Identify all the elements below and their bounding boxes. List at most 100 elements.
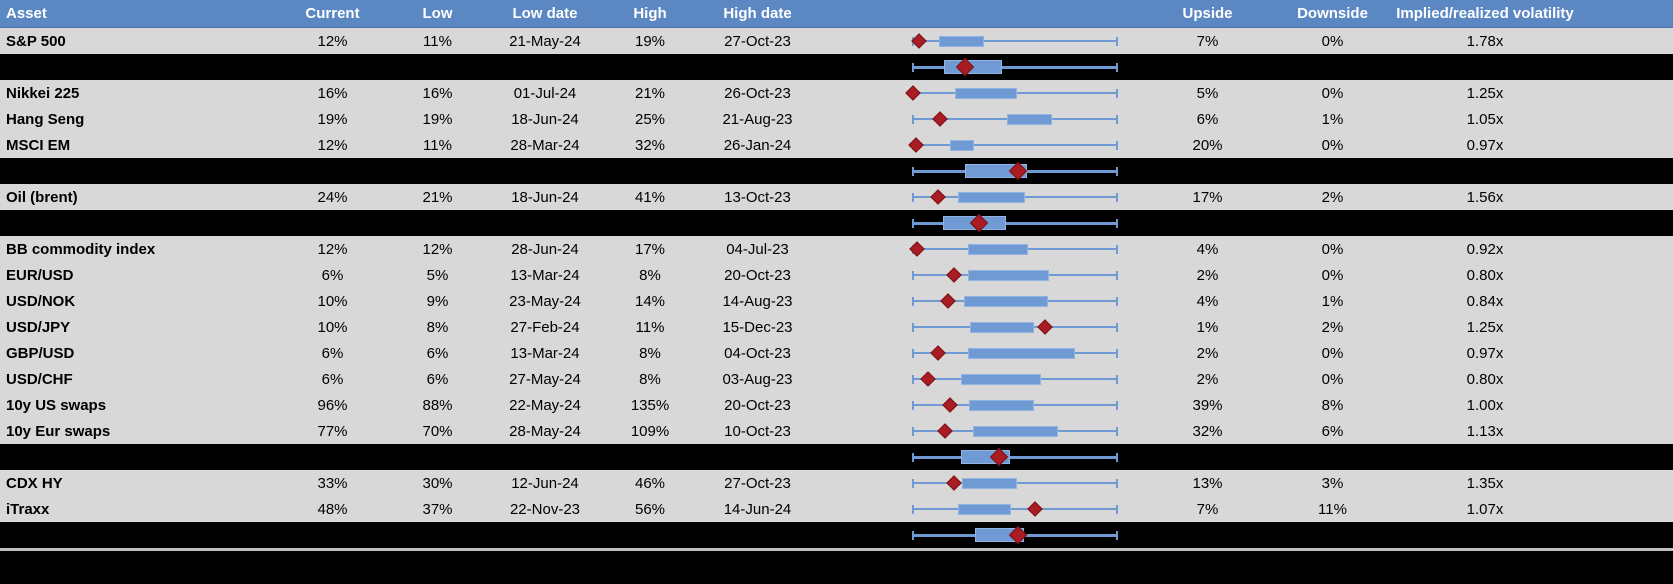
asset-cell: USD/JPY	[6, 318, 71, 336]
implied-realized-cell: 0.92x	[1466, 240, 1504, 258]
whisker-line	[913, 144, 1118, 146]
table-row: USD/JPY 10% 8% 27-Feb-24 11% 15-Dec-23 1% 2% 1.2…	[0, 314, 1673, 340]
boxplot-cell	[815, 470, 1140, 496]
low-date-cell	[490, 54, 600, 80]
high-date-cell: 04-Oct-23	[724, 344, 791, 362]
range-box	[967, 269, 1050, 281]
current-cell: 6%	[321, 344, 344, 362]
column-header-downside: Downside	[1297, 5, 1368, 22]
low-date-cell	[490, 158, 600, 184]
asset-cell: USD/NOK	[6, 292, 76, 310]
column-header-filler	[1580, 0, 1673, 27]
low-date-cell	[490, 444, 600, 470]
implied-realized-cell	[1390, 444, 1580, 470]
range-box	[961, 373, 1041, 385]
current-cell	[280, 158, 385, 184]
downside-cell	[1275, 444, 1390, 470]
boxplot-cell	[815, 184, 1140, 210]
table-row: MSCI EM 12% 11% 28-Mar-24 32% 26-Jan-24 20% 0% 0…	[0, 132, 1673, 158]
low-cell: 30%	[422, 474, 453, 492]
current-diamond-marker	[908, 137, 924, 153]
asset-cell	[0, 210, 280, 236]
table-row: BB commodity index 12% 12% 28-Jun-24 17% 04-J…	[0, 236, 1673, 262]
table-row: 10y Eur swaps 77% 70% 28-May-24 109% 10-Oct-2…	[0, 418, 1673, 444]
implied-realized-cell: 0.97x	[1466, 136, 1504, 154]
current-diamond-marker	[1036, 319, 1053, 335]
high-date-cell: 14-Aug-23	[722, 292, 793, 310]
downside-cell	[1275, 210, 1390, 236]
whisker-tick-left	[912, 296, 915, 306]
whisker-tick-left	[912, 400, 915, 410]
current-diamond-marker	[940, 293, 957, 309]
low-cell: 16%	[422, 84, 453, 102]
whisker-tick-right	[1116, 140, 1119, 150]
upside-cell: 2%	[1196, 266, 1219, 284]
current-cell: 77%	[317, 422, 348, 440]
range-box	[970, 321, 1035, 333]
boxplot-strip	[912, 314, 1119, 340]
current-diamond-marker	[946, 267, 963, 283]
implied-realized-cell: 1.35x	[1466, 474, 1504, 492]
low-date-cell	[490, 210, 600, 236]
whisker-tick-right	[1116, 426, 1119, 436]
asset-cell: MSCI EM	[6, 136, 71, 154]
high-date-cell	[700, 54, 815, 80]
whisker-tick-left	[912, 166, 915, 176]
boxplot-strip	[912, 262, 1119, 288]
high-date-cell	[700, 522, 815, 548]
implied-realized-cell: 1.05x	[1466, 110, 1504, 128]
upside-cell: 5%	[1196, 84, 1219, 102]
implied-realized-cell	[1390, 158, 1580, 184]
filler-cell	[1580, 418, 1673, 444]
table-row: GBP/USD 6% 6% 13-Mar-24 8% 04-Oct-23 2% 0% 0.97x	[0, 340, 1673, 366]
asset-cell: Nikkei 225	[6, 84, 80, 102]
boxplot-strip	[912, 366, 1119, 392]
table-row: Hang Seng 19% 19% 18-Jun-24 25% 21-Aug-23 6% 1%…	[0, 106, 1673, 132]
high-date-cell: 13-Oct-23	[724, 188, 791, 206]
boxplot-cell	[815, 236, 1140, 262]
filler-cell	[1580, 262, 1673, 288]
whisker-tick-left	[912, 218, 915, 228]
column-header-high: High	[633, 5, 667, 22]
low-date-cell: 21-May-24	[509, 32, 581, 50]
low-date-cell: 27-May-24	[509, 370, 581, 388]
whisker-tick-left	[912, 348, 915, 358]
upside-cell: 1%	[1196, 318, 1219, 336]
table-row: Nikkei 225 16% 16% 01-Jul-24 21% 26-Oct-23 5% 0…	[0, 80, 1673, 106]
boxplot-strip	[912, 444, 1119, 470]
table-row: USD/NOK 10% 9% 23-May-24 14% 14-Aug-23 4% 1% 0.8…	[0, 288, 1673, 314]
upside-cell: 39%	[1192, 396, 1223, 414]
downside-cell: 0%	[1321, 84, 1344, 102]
whisker-tick-right	[1116, 244, 1119, 254]
downside-cell: 0%	[1321, 240, 1344, 258]
upside-cell	[1140, 158, 1275, 184]
boxplot-strip	[912, 340, 1119, 366]
high-date-cell: 26-Jan-24	[723, 136, 792, 154]
high-date-cell: 20-Oct-23	[724, 396, 791, 414]
range-box	[958, 191, 1026, 203]
current-cell: 96%	[317, 396, 348, 414]
high-cell	[600, 54, 700, 80]
table-row: Oil (brent) 24% 21% 18-Jun-24 41% 13-Oct-23 17…	[0, 184, 1673, 210]
current-cell: 16%	[317, 84, 348, 102]
downside-cell: 0%	[1321, 136, 1344, 154]
low-date-cell: 12-Jun-24	[511, 474, 579, 492]
whisker-line	[913, 455, 1118, 459]
boxplot-strip	[912, 106, 1119, 132]
downside-cell: 8%	[1321, 396, 1344, 414]
whisker-tick-right	[1116, 218, 1119, 228]
high-cell: 21%	[634, 84, 666, 102]
whisker-line	[913, 40, 1118, 42]
table-row: CDX HY 33% 30% 12-Jun-24 46% 27-Oct-23 13% 3% 1.…	[0, 470, 1673, 496]
current-diamond-marker	[942, 397, 958, 413]
low-date-cell: 01-Jul-24	[513, 84, 577, 102]
current-cell: 6%	[321, 266, 344, 284]
high-cell: 109%	[630, 422, 670, 440]
table-header-row: Asset Current Low Low date High High dat…	[0, 0, 1673, 28]
summary-row	[0, 444, 1673, 470]
filler-cell	[1580, 522, 1673, 548]
high-cell: 8%	[639, 370, 661, 388]
upside-cell: 4%	[1196, 240, 1219, 258]
low-cell: 12%	[422, 240, 453, 258]
range-box	[958, 503, 1011, 515]
